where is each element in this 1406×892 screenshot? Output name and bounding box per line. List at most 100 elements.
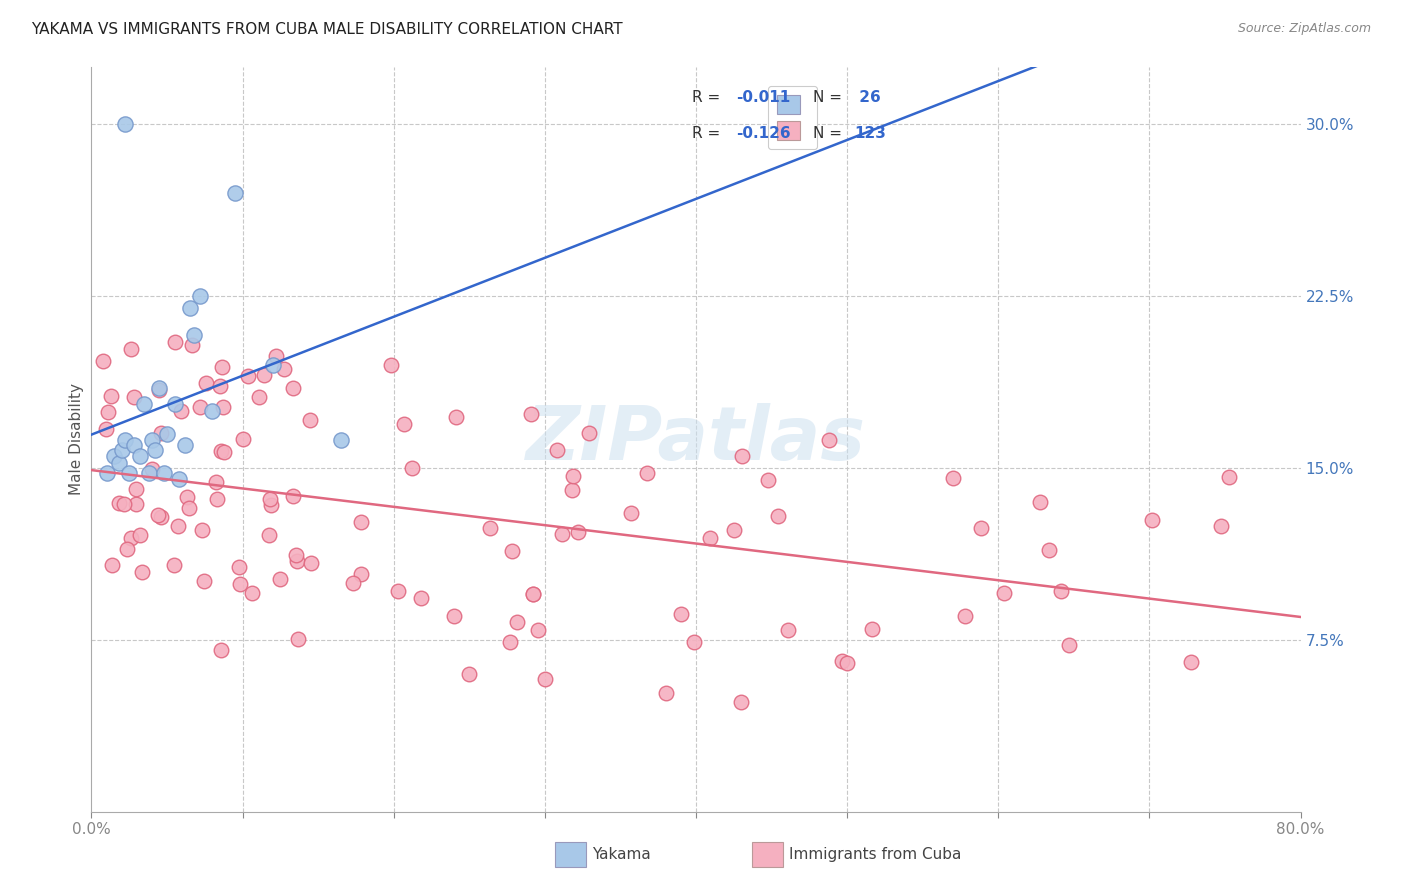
Point (201, 403, 224, 417)
Point (96, 466, 118, 480)
Point (260, 498, 283, 512)
Text: Source: ZipAtlas.com: Source: ZipAtlas.com (1237, 22, 1371, 36)
Point (108, 496, 131, 510)
Point (683, 635, 706, 649)
Point (128, 527, 150, 541)
Point (134, 397, 156, 411)
Point (699, 531, 721, 545)
Point (238, 369, 260, 384)
Point (117, 541, 139, 556)
Point (298, 413, 321, 427)
Point (111, 442, 132, 457)
Point (1038, 542, 1060, 557)
Text: N =: N = (813, 90, 848, 105)
Point (1049, 583, 1071, 598)
Point (387, 583, 409, 598)
Point (191, 524, 214, 538)
Bar (555, 842, 586, 867)
Point (567, 524, 589, 539)
Point (269, 572, 291, 586)
Point (224, 186, 246, 200)
Text: N =: N = (813, 127, 848, 142)
Point (107, 456, 129, 470)
Point (183, 328, 205, 343)
Point (122, 438, 145, 452)
Point (835, 656, 858, 670)
Point (299, 556, 322, 570)
Text: -0.126: -0.126 (735, 127, 790, 142)
Point (520, 407, 543, 421)
Point (953, 609, 976, 624)
Point (505, 615, 527, 630)
Point (128, 450, 150, 464)
Point (141, 434, 163, 448)
Point (860, 623, 883, 637)
Point (498, 635, 520, 649)
Point (561, 483, 583, 497)
Point (167, 472, 190, 486)
Y-axis label: Male Disability: Male Disability (69, 384, 84, 495)
Text: R =: R = (692, 127, 725, 142)
Text: R =: R = (692, 90, 725, 105)
Point (193, 574, 215, 589)
Point (114, 434, 136, 448)
Text: -0.011: -0.011 (735, 90, 790, 105)
Point (181, 338, 204, 352)
Point (281, 381, 304, 395)
Point (1059, 639, 1081, 653)
Point (380, 358, 402, 372)
Point (401, 461, 423, 475)
Point (527, 623, 550, 637)
Point (253, 368, 276, 382)
Point (501, 544, 523, 558)
Point (669, 607, 692, 621)
Text: ZIPatlas: ZIPatlas (526, 403, 866, 475)
Point (1028, 495, 1050, 509)
Point (211, 360, 233, 375)
Point (993, 586, 1015, 600)
Text: Immigrants from Cuba: Immigrants from Cuba (789, 847, 962, 862)
Point (170, 403, 193, 417)
Point (209, 642, 232, 657)
Point (118, 466, 141, 480)
Point (148, 508, 170, 522)
Point (122, 390, 145, 404)
Point (163, 397, 186, 411)
Point (730, 450, 752, 464)
Point (533, 672, 555, 686)
Point (176, 490, 198, 504)
Point (620, 506, 643, 520)
Text: Yakama: Yakama (592, 847, 651, 862)
Point (776, 623, 799, 637)
Point (188, 289, 211, 303)
Point (112, 497, 135, 511)
Bar (752, 842, 783, 867)
Point (141, 462, 163, 476)
Point (165, 334, 187, 349)
Point (120, 531, 142, 545)
Point (522, 587, 544, 601)
Point (114, 117, 136, 131)
Point (103, 450, 125, 464)
Point (578, 425, 600, 440)
Point (329, 434, 352, 448)
Point (636, 466, 658, 480)
Point (101, 558, 124, 572)
Point (229, 577, 252, 591)
Point (195, 376, 218, 391)
Point (179, 301, 201, 315)
Point (756, 473, 779, 487)
Point (188, 400, 211, 414)
Point (153, 466, 176, 480)
Point (257, 528, 280, 542)
Point (131, 565, 153, 579)
Point (458, 667, 481, 681)
Point (232, 432, 254, 446)
Point (818, 434, 841, 448)
Point (262, 358, 284, 372)
Text: 123: 123 (855, 127, 886, 142)
Point (167, 519, 190, 533)
Point (120, 343, 142, 357)
Text: YAKAMA VS IMMIGRANTS FROM CUBA MALE DISABILITY CORRELATION CHART: YAKAMA VS IMMIGRANTS FROM CUBA MALE DISA… (31, 22, 623, 37)
Point (1180, 655, 1202, 669)
